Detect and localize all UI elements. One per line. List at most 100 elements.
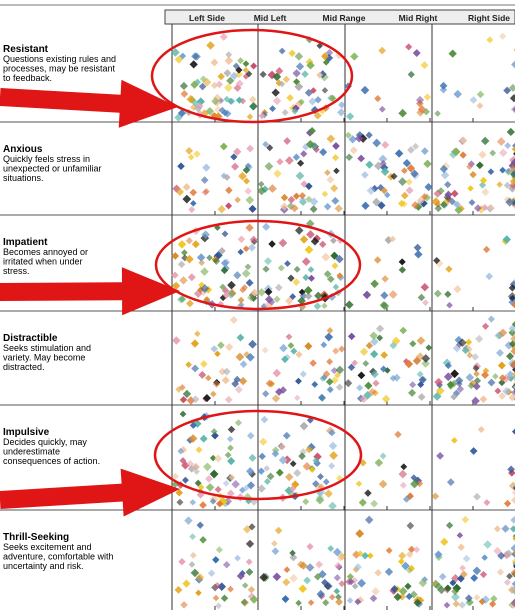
data-point — [511, 145, 515, 153]
data-point — [478, 150, 487, 159]
data-point — [187, 273, 196, 282]
data-point — [321, 87, 329, 94]
data-point — [389, 235, 397, 243]
data-point — [360, 85, 370, 95]
data-point — [290, 347, 298, 355]
data-point — [372, 379, 380, 387]
data-point — [182, 389, 192, 399]
data-point — [509, 94, 515, 103]
data-point — [215, 602, 222, 610]
data-point — [493, 546, 502, 556]
row-title: Thrill-Seeking — [3, 532, 69, 543]
data-point — [330, 184, 339, 193]
data-point — [398, 258, 406, 266]
data-point — [473, 377, 482, 385]
data-point — [263, 465, 270, 472]
data-point — [483, 499, 491, 506]
data-point — [236, 333, 245, 342]
data-point — [313, 111, 322, 120]
data-point — [510, 599, 515, 607]
data-point — [333, 587, 341, 595]
data-point — [313, 302, 322, 311]
data-point — [338, 101, 346, 109]
data-point — [236, 572, 245, 581]
data-point — [257, 288, 266, 297]
data-point — [451, 573, 460, 583]
data-point — [176, 295, 185, 304]
data-point — [281, 109, 289, 116]
data-point — [195, 573, 205, 582]
data-point — [475, 334, 484, 343]
data-point — [302, 498, 310, 506]
data-point — [475, 161, 484, 170]
data-point — [325, 377, 334, 386]
data-point — [481, 322, 490, 330]
data-point — [272, 96, 282, 106]
data-point — [338, 345, 346, 353]
data-point — [244, 263, 252, 271]
data-point — [512, 151, 515, 156]
data-point — [512, 106, 515, 112]
data-point — [461, 515, 470, 524]
data-point — [365, 160, 374, 169]
data-point — [357, 154, 365, 163]
data-point — [262, 265, 270, 273]
data-point — [276, 158, 284, 166]
data-point — [261, 185, 269, 193]
data-point — [510, 544, 515, 553]
data-point — [198, 371, 207, 379]
data-point — [306, 230, 315, 239]
data-point — [234, 196, 241, 204]
data-point — [289, 460, 297, 468]
data-point — [275, 387, 284, 396]
data-point — [511, 388, 515, 397]
data-point — [397, 199, 406, 208]
data-point — [507, 292, 515, 301]
row-title: Impulsive — [3, 427, 50, 438]
data-point — [409, 590, 418, 599]
data-point — [446, 380, 455, 389]
data-point — [185, 237, 193, 245]
data-point — [357, 371, 366, 380]
data-point — [245, 195, 255, 205]
data-point — [450, 189, 459, 198]
data-point — [328, 501, 337, 511]
data-point — [174, 55, 184, 64]
data-point — [190, 339, 200, 348]
data-point — [282, 431, 291, 440]
data-point — [189, 60, 198, 69]
data-point — [508, 394, 515, 402]
data-point — [177, 240, 187, 249]
data-point — [319, 148, 328, 157]
data-point — [444, 584, 452, 592]
data-point — [417, 105, 427, 114]
data-point — [418, 578, 428, 588]
data-point — [346, 597, 354, 604]
data-point — [207, 569, 216, 577]
data-point — [405, 550, 414, 559]
data-point — [189, 499, 196, 506]
data-point — [221, 376, 230, 385]
data-point — [381, 394, 391, 404]
data-point — [181, 249, 188, 256]
data-point — [501, 524, 510, 533]
data-point — [408, 388, 417, 397]
data-point — [410, 479, 419, 489]
data-point — [385, 547, 393, 554]
data-point — [431, 492, 440, 501]
data-point — [275, 468, 284, 477]
data-point — [283, 566, 291, 574]
data-point — [346, 112, 355, 121]
data-point — [405, 592, 413, 601]
data-point — [175, 187, 184, 196]
data-point — [380, 187, 388, 195]
data-point — [494, 331, 503, 340]
data-point — [215, 80, 224, 89]
data-point — [200, 267, 209, 276]
data-point — [401, 167, 408, 175]
data-point — [191, 364, 200, 373]
data-point — [451, 592, 460, 602]
data-point — [194, 330, 201, 337]
data-point — [414, 250, 423, 259]
